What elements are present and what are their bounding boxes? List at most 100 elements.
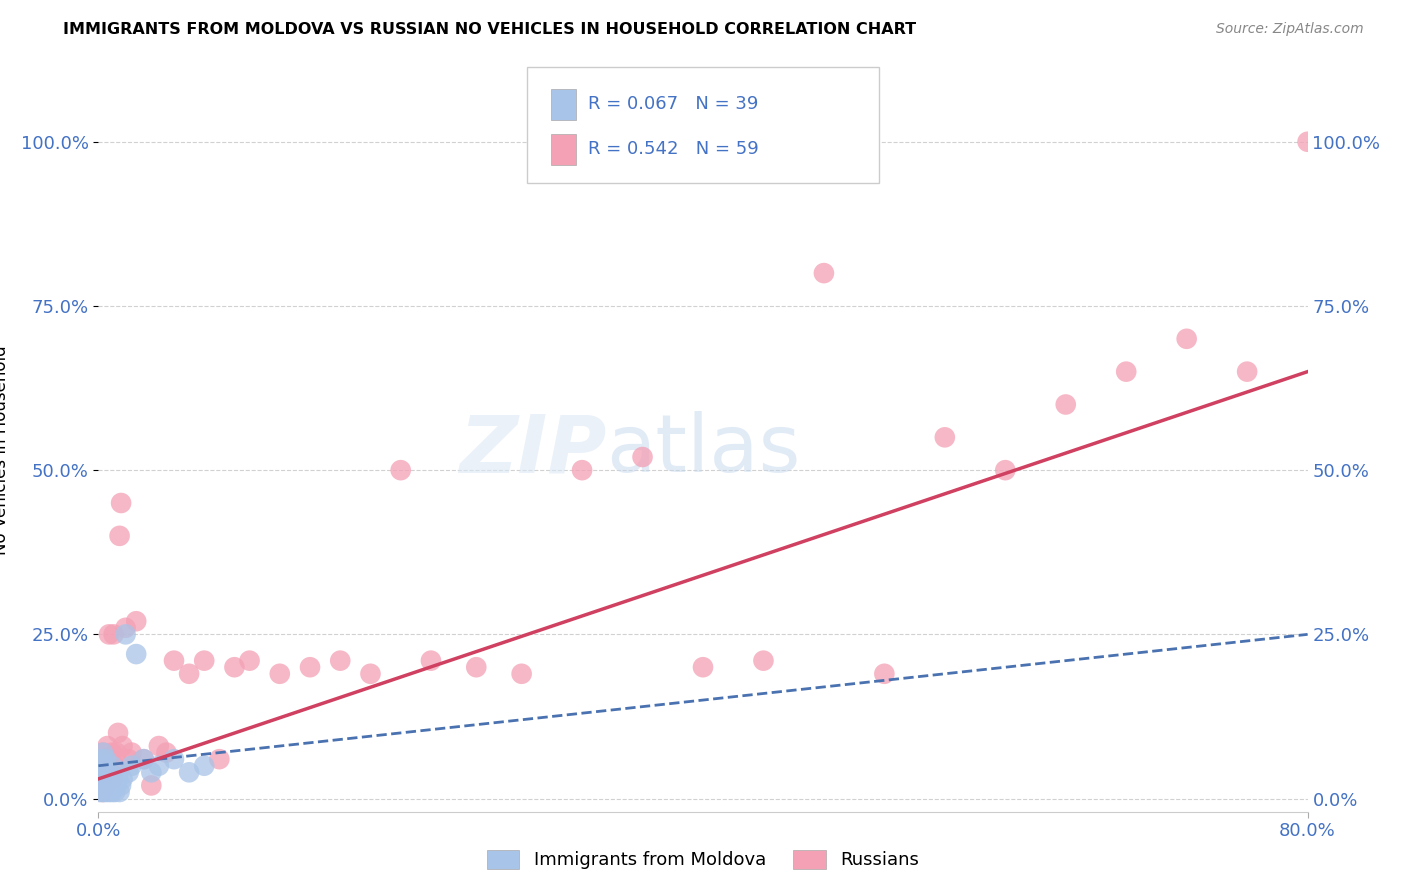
Point (239, 654, 262, 668)
Point (360, 666, 382, 681)
Point (114, 627, 136, 641)
Point (389, 463, 412, 477)
Point (121, 746, 143, 760)
Point (91, 746, 114, 760)
Point (98, 772, 121, 786)
Point (94, 785, 117, 799)
Point (1236, 365, 1258, 379)
Point (118, 765, 141, 780)
Point (107, 772, 129, 786)
Point (179, 666, 201, 681)
Point (114, 621, 136, 635)
Point (91, 785, 114, 799)
Point (108, 529, 131, 543)
Point (752, 654, 775, 668)
Point (89, 772, 111, 786)
Point (125, 647, 148, 661)
Point (269, 666, 291, 681)
Point (91, 785, 114, 799)
Point (91, 765, 114, 780)
Point (155, 746, 177, 760)
Text: R = 0.067   N = 39: R = 0.067 N = 39 (588, 95, 758, 113)
Point (108, 785, 131, 799)
Point (193, 758, 215, 772)
Point (631, 450, 654, 464)
Point (465, 660, 488, 674)
Point (141, 765, 163, 780)
Point (510, 666, 533, 681)
Point (101, 746, 124, 760)
Point (132, 752, 155, 766)
Point (179, 765, 201, 780)
Point (93, 779, 115, 793)
Point (98, 627, 121, 641)
Point (193, 654, 215, 668)
Point (98, 772, 121, 786)
Point (101, 758, 124, 772)
Point (934, 430, 956, 444)
Point (90, 758, 112, 772)
Point (94, 779, 117, 793)
Point (90, 779, 112, 793)
Point (100, 779, 122, 793)
Point (121, 758, 143, 772)
Point (118, 752, 141, 766)
Point (93, 772, 115, 786)
Point (96, 739, 118, 753)
Point (90, 779, 112, 793)
Point (105, 779, 128, 793)
Y-axis label: No Vehicles in Household: No Vehicles in Household (0, 345, 10, 556)
Point (107, 726, 129, 740)
Point (692, 660, 714, 674)
Point (96, 765, 118, 780)
Point (100, 752, 122, 766)
Point (873, 666, 896, 681)
Text: ZIP: ZIP (458, 411, 606, 490)
Point (94, 752, 117, 766)
Point (111, 739, 134, 753)
Point (96, 779, 118, 793)
Point (1115, 365, 1137, 379)
Point (89, 772, 111, 786)
Point (101, 785, 124, 799)
Point (103, 772, 125, 786)
Point (813, 266, 835, 280)
Point (100, 765, 122, 780)
Point (104, 785, 127, 799)
Point (208, 752, 231, 766)
Point (91, 746, 114, 760)
Point (94, 772, 117, 786)
Point (90, 752, 112, 766)
Point (103, 779, 125, 793)
Point (111, 772, 134, 786)
Point (96, 765, 118, 780)
Point (163, 654, 186, 668)
Point (93, 758, 115, 772)
Point (1175, 332, 1198, 346)
Legend: Immigrants from Moldova, Russians: Immigrants from Moldova, Russians (478, 841, 928, 879)
Point (571, 463, 593, 477)
Point (420, 654, 443, 668)
Point (1296, 135, 1319, 149)
Point (148, 739, 170, 753)
Point (299, 660, 322, 674)
Text: atlas: atlas (606, 411, 800, 490)
Point (103, 772, 125, 786)
Point (994, 463, 1017, 477)
Point (94, 758, 117, 772)
Point (148, 758, 170, 772)
Point (105, 746, 128, 760)
Point (90, 758, 112, 772)
Point (89, 785, 111, 799)
Point (141, 779, 163, 793)
Point (100, 765, 122, 780)
Point (132, 752, 155, 766)
Point (98, 785, 121, 799)
Point (125, 614, 148, 628)
Point (329, 654, 352, 668)
Text: R = 0.542   N = 59: R = 0.542 N = 59 (588, 140, 758, 158)
Point (93, 752, 115, 766)
Text: Source: ZipAtlas.com: Source: ZipAtlas.com (1216, 22, 1364, 37)
Point (103, 627, 125, 641)
Point (224, 660, 246, 674)
